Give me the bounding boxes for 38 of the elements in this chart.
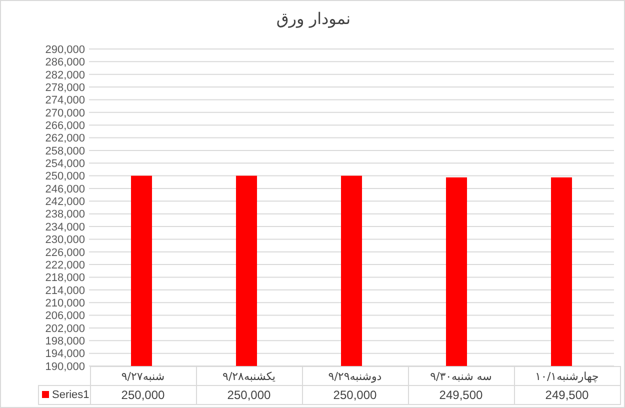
y-tick-label: 226,000 [45,246,85,259]
x-tick-label: شنبه۹/۲۷ [121,370,165,382]
y-tick-label: 254,000 [45,158,85,170]
data-label: 250,000 [196,386,302,404]
y-tick-label: 194,000 [45,348,85,360]
y-tick-label: 250,000 [45,170,85,183]
y-tick-label: 258,000 [45,145,85,158]
data-label: 250,000 [302,386,408,404]
y-tick-label: 190,000 [45,360,85,373]
data-label: 249,500 [408,386,514,404]
data-label: 249,500 [514,386,620,404]
y-tick-label: 238,000 [45,208,85,221]
legend-label: Series1 [52,388,90,401]
y-tick-label: 234,000 [45,221,85,234]
y-tick-label: 262,000 [45,132,85,145]
y-tick-label: 206,000 [45,310,85,322]
x-tick-label: چهارشنبه۱۰/۱ [535,370,599,382]
y-tick-label: 266,000 [45,120,85,132]
y-tick-label: 210,000 [45,298,85,310]
y-tick-label: 286,000 [45,56,85,69]
y-tick-label: 270,000 [45,107,85,120]
y-tick-label: 282,000 [45,69,85,82]
data-label: 250,000 [90,386,196,404]
chart-title: نمودار ورق [276,9,351,28]
y-tick-label: 246,000 [45,183,85,196]
y-tick-label: 274,000 [45,94,85,107]
y-tick-label: 290,000 [45,44,85,56]
y-tick-label: 214,000 [45,284,85,297]
x-tick-label: یکشنبه۹/۲۸ [222,370,276,382]
y-tick-label: 218,000 [45,272,85,284]
y-tick-label: 230,000 [45,234,85,246]
x-tick-label: دوشنبه۹/۲۹ [328,370,382,382]
y-tick-label: 202,000 [45,322,85,335]
y-tick-label: 278,000 [45,82,85,94]
x-tick-label: سه شنبه۹/۳۰ [430,370,492,382]
y-tick-label: 198,000 [45,336,85,348]
y-tick-label: 222,000 [45,259,85,272]
y-tick-label: 242,000 [45,196,85,208]
